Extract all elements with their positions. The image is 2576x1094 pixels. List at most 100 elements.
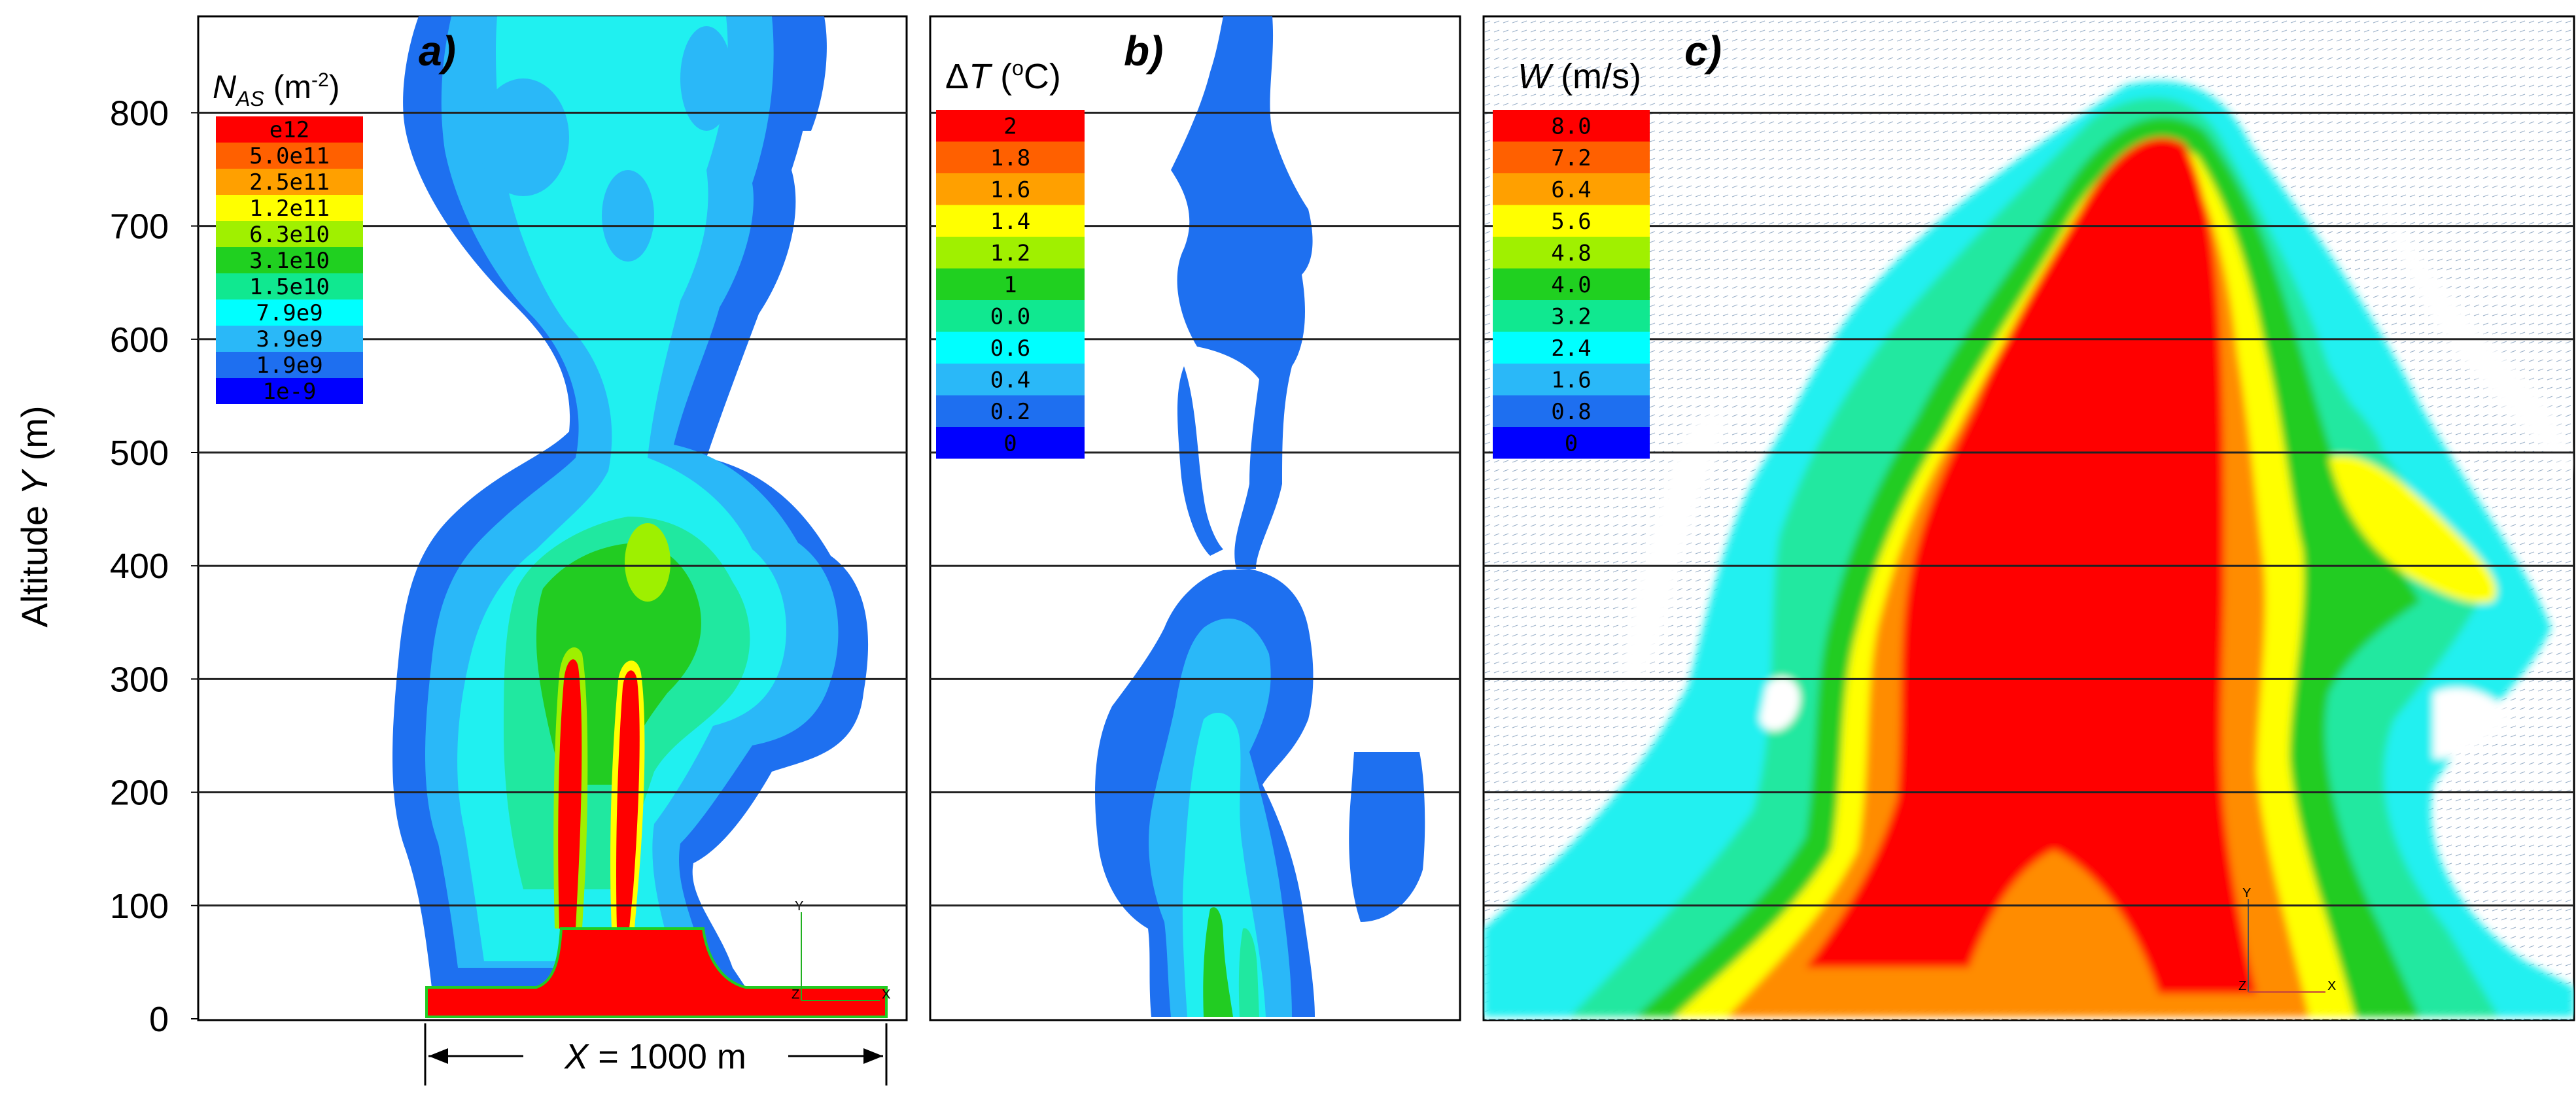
y-tick-label: 500 [110, 434, 169, 473]
legend-label: 0 [1003, 430, 1017, 456]
y-axis-label: Altitude Y (m) [14, 405, 55, 627]
panel-b-tag: b) [1124, 27, 1163, 75]
svg-text:X: X [2327, 979, 2336, 993]
legend-swatch [1493, 300, 1650, 332]
panel-b-legend: 2 1.8 1.6 1.4 1.2 1 0.0 0.6 0.4 0.2 0 [936, 110, 1085, 459]
na-ground-source [425, 927, 888, 1018]
legend-swatch [936, 110, 1085, 142]
panel-c-quantity-label: W (m/s) [1518, 57, 1641, 96]
legend-label: 8.0 [1551, 113, 1591, 139]
legend-label: 6.4 [1551, 177, 1591, 203]
svg-text:X: X [882, 987, 890, 1002]
w-gap-left [1622, 413, 1727, 693]
legend-swatch [216, 352, 363, 378]
legend-label: 1.9e9 [256, 352, 322, 379]
x-scale-label: X = 1000 m [563, 1037, 746, 1076]
dt-contour-blue-side [1349, 752, 1425, 922]
na-patch-1 [478, 78, 569, 196]
dt-contour-blue-upper [1171, 16, 1313, 569]
legend-swatch [1493, 110, 1650, 142]
legend-swatch [936, 427, 1085, 459]
legend-swatch [1493, 268, 1650, 300]
legend-label: 1.6 [990, 177, 1030, 203]
legend-swatch [1493, 395, 1650, 427]
svg-text:Y: Y [2242, 886, 2251, 900]
legend-swatch [216, 299, 363, 326]
legend-swatch [1493, 427, 1650, 459]
legend-label: 0.6 [990, 335, 1030, 362]
na-patch-3 [680, 26, 733, 131]
panel-b: 2 1.8 1.6 1.4 1.2 1 0.0 0.6 0.4 0.2 0 ΔT (oC) b) [929, 15, 1461, 1021]
legend-swatch [216, 326, 363, 352]
legend-label: 1.4 [990, 209, 1030, 235]
na-contour-blue-top-right [769, 16, 827, 131]
panel-a: Y Z X e125.0e112.5e111.2e116.3e103.1e101… [197, 15, 908, 1021]
legend-label: 1.2 [990, 240, 1030, 266]
legend-swatch [216, 378, 363, 404]
panel-c-legend: 8.0 7.2 6.4 5.6 4.8 4.0 3.2 2.4 1.6 0.8 0 [1493, 110, 1650, 459]
legend-label: 5.0e11 [249, 143, 330, 169]
na-plume-left-red [558, 659, 582, 929]
legend-swatch [216, 169, 363, 195]
y-tick-label: 400 [110, 547, 169, 586]
legend-swatch [216, 195, 363, 221]
y-tick-labels: 0 100 200 300 400 500 600 700 800 [110, 94, 198, 1039]
legend-swatch [216, 116, 363, 143]
legend-label: 0.4 [990, 367, 1030, 393]
legend-swatch [216, 143, 363, 169]
legend-label: 1.2e11 [249, 196, 330, 222]
legend-label: 0 [1565, 430, 1578, 456]
panel-c-field: Y Z X [1484, 16, 2574, 1020]
y-tick-label: 0 [149, 1000, 169, 1039]
panel-c-gridlines [1484, 111, 2574, 907]
svg-text:Z: Z [792, 987, 799, 1002]
y-tick-label: 300 [110, 660, 169, 699]
y-tick-label: 600 [110, 320, 169, 360]
legend-label: 7.2 [1551, 145, 1591, 171]
y-tick-label: 800 [110, 94, 169, 133]
x-scale-bar: X = 1000 m [424, 1023, 888, 1085]
legend-label: 4.8 [1551, 240, 1591, 266]
legend-swatch [1493, 141, 1650, 173]
legend-label: 0.0 [990, 303, 1030, 330]
legend-swatch [936, 395, 1085, 427]
panel-c: Y Z X 8.0 7.2 6.4 5.6 4.8 4.0 3.2 2.4 1.6 0.8 0 W … [1482, 15, 2575, 1021]
w-gap-low-right [2433, 688, 2512, 759]
legend-label: 2.5e11 [249, 169, 330, 196]
legend-label: 1.8 [990, 145, 1030, 171]
dt-contour-green [1203, 907, 1233, 1017]
legend-label: 0.8 [1551, 399, 1591, 425]
panel-b-quantity-label: ΔT (oC) [945, 56, 1061, 96]
na-patch-2 [602, 170, 654, 262]
legend-label: 0.2 [990, 399, 1030, 425]
legend-label: 2.4 [1551, 335, 1591, 362]
legend-swatch [1493, 332, 1650, 364]
legend-label: 1.6 [1551, 367, 1591, 393]
legend-swatch [936, 205, 1085, 237]
legend-label: 1.5e10 [249, 274, 330, 300]
panel-a-gridlines [198, 111, 907, 907]
legend-swatch [936, 300, 1085, 332]
legend-label: 4.0 [1551, 272, 1591, 298]
legend-swatch [1493, 173, 1650, 205]
w-gap-right [2381, 196, 2571, 471]
legend-label: 3.1e10 [249, 248, 330, 274]
w-contour-side-lobe-mint [2316, 390, 2381, 458]
legend-swatch [216, 247, 363, 273]
legend-swatch [216, 273, 363, 299]
y-tick-label: 700 [110, 207, 169, 247]
legend-label: 1e-9 [263, 379, 317, 405]
legend-swatch [936, 173, 1085, 205]
dt-contour-blue-mid [1177, 366, 1223, 556]
panel-a-legend: e125.0e112.5e111.2e116.3e103.1e101.5e107… [216, 116, 363, 405]
legend-label: 5.6 [1551, 209, 1591, 235]
legend-swatch [936, 332, 1085, 364]
legend-swatch [936, 141, 1085, 173]
legend-swatch [216, 221, 363, 247]
legend-swatch [936, 237, 1085, 269]
legend-swatch [1493, 364, 1650, 396]
legend-label: 3.9e9 [256, 326, 322, 352]
y-tick-label: 100 [110, 887, 169, 926]
svg-text:Z: Z [2238, 979, 2246, 993]
